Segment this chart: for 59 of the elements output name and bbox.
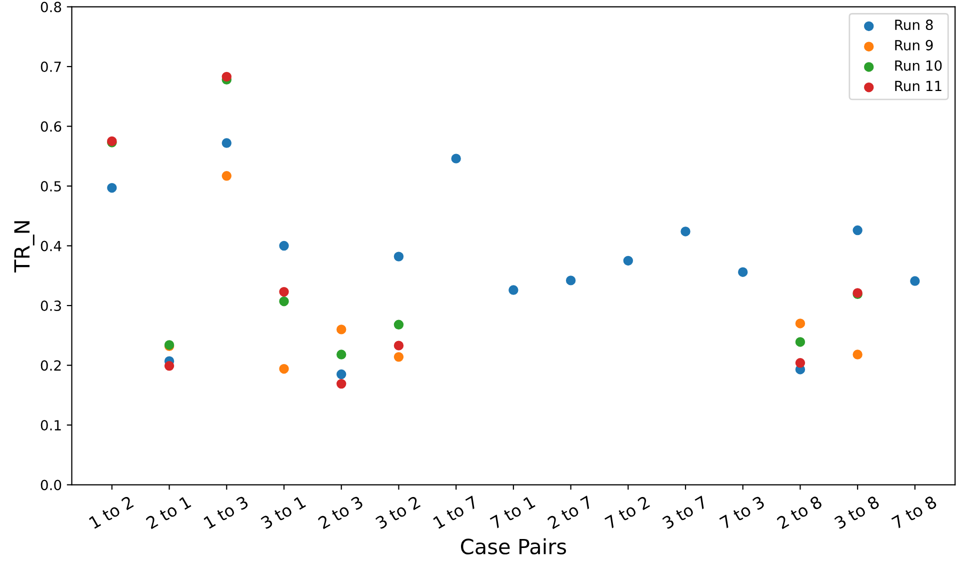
x-tick-label: 3 to 2 — [374, 496, 421, 530]
y-tick-label: 0.5 — [40, 181, 61, 192]
point — [222, 171, 232, 181]
x-tick-label: 7 to 1 — [490, 496, 536, 530]
point — [566, 276, 576, 286]
x-tick-label: 7 to 2 — [604, 496, 650, 530]
point — [738, 267, 748, 277]
point — [680, 226, 690, 236]
point — [336, 324, 346, 334]
y-tick-label: 0.2 — [40, 360, 61, 371]
point — [336, 350, 346, 360]
y-tick-label: 0.4 — [40, 240, 62, 252]
point — [508, 285, 518, 295]
point — [795, 358, 806, 368]
y-tick-label: 0.7 — [40, 62, 61, 72]
y-axis-title: TR_N — [14, 221, 34, 272]
x-tick-label: 3 to 7 — [662, 495, 708, 530]
legend-label: Run 10 — [895, 60, 942, 71]
point — [394, 320, 404, 330]
y-tick-label: 0.8 — [40, 2, 62, 12]
x-tick-label: 7 to 8 — [891, 495, 938, 530]
point — [222, 72, 232, 82]
point — [852, 350, 862, 360]
y-tick-label: 0.1 — [40, 420, 61, 431]
point — [107, 182, 117, 193]
point — [336, 369, 346, 380]
x-tick-label: 1 to 2 — [88, 496, 134, 530]
x-tick-label: 3 to 8 — [834, 495, 880, 530]
point — [910, 276, 920, 286]
point — [394, 352, 404, 362]
x-tick-label: 3 to 1 — [260, 496, 306, 530]
x-tick-label: 1 to 3 — [203, 495, 249, 530]
x-tick-label: 2 to 8 — [776, 495, 823, 530]
x-tick-label: 2 to 1 — [145, 496, 192, 530]
point — [795, 318, 806, 328]
legend-label: Run 9 — [895, 40, 933, 50]
point — [279, 286, 289, 297]
legend-label: Run 11 — [895, 80, 942, 92]
point — [279, 296, 289, 306]
x-tick-label: 2 to 3 — [318, 495, 364, 530]
point — [394, 340, 404, 350]
point — [164, 361, 174, 371]
y-tick-label: 0.0 — [40, 480, 62, 490]
y-tick-label: 0.3 — [40, 300, 61, 312]
point — [852, 225, 862, 236]
legend-label: Run 8 — [895, 20, 933, 30]
x-tick-label: 7 to 3 — [719, 495, 766, 530]
point — [394, 252, 404, 262]
x-tick-label: 1 to 7 — [432, 496, 478, 530]
point — [623, 256, 634, 266]
point — [336, 378, 346, 389]
point — [222, 138, 232, 148]
x-axis-title: Case Pairs — [460, 538, 566, 554]
x-tick-label: 2 to 7 — [546, 495, 593, 530]
point — [279, 364, 289, 374]
y-tick-label: 0.6 — [40, 121, 62, 132]
point — [451, 154, 461, 164]
point — [279, 240, 289, 251]
point — [795, 337, 806, 347]
